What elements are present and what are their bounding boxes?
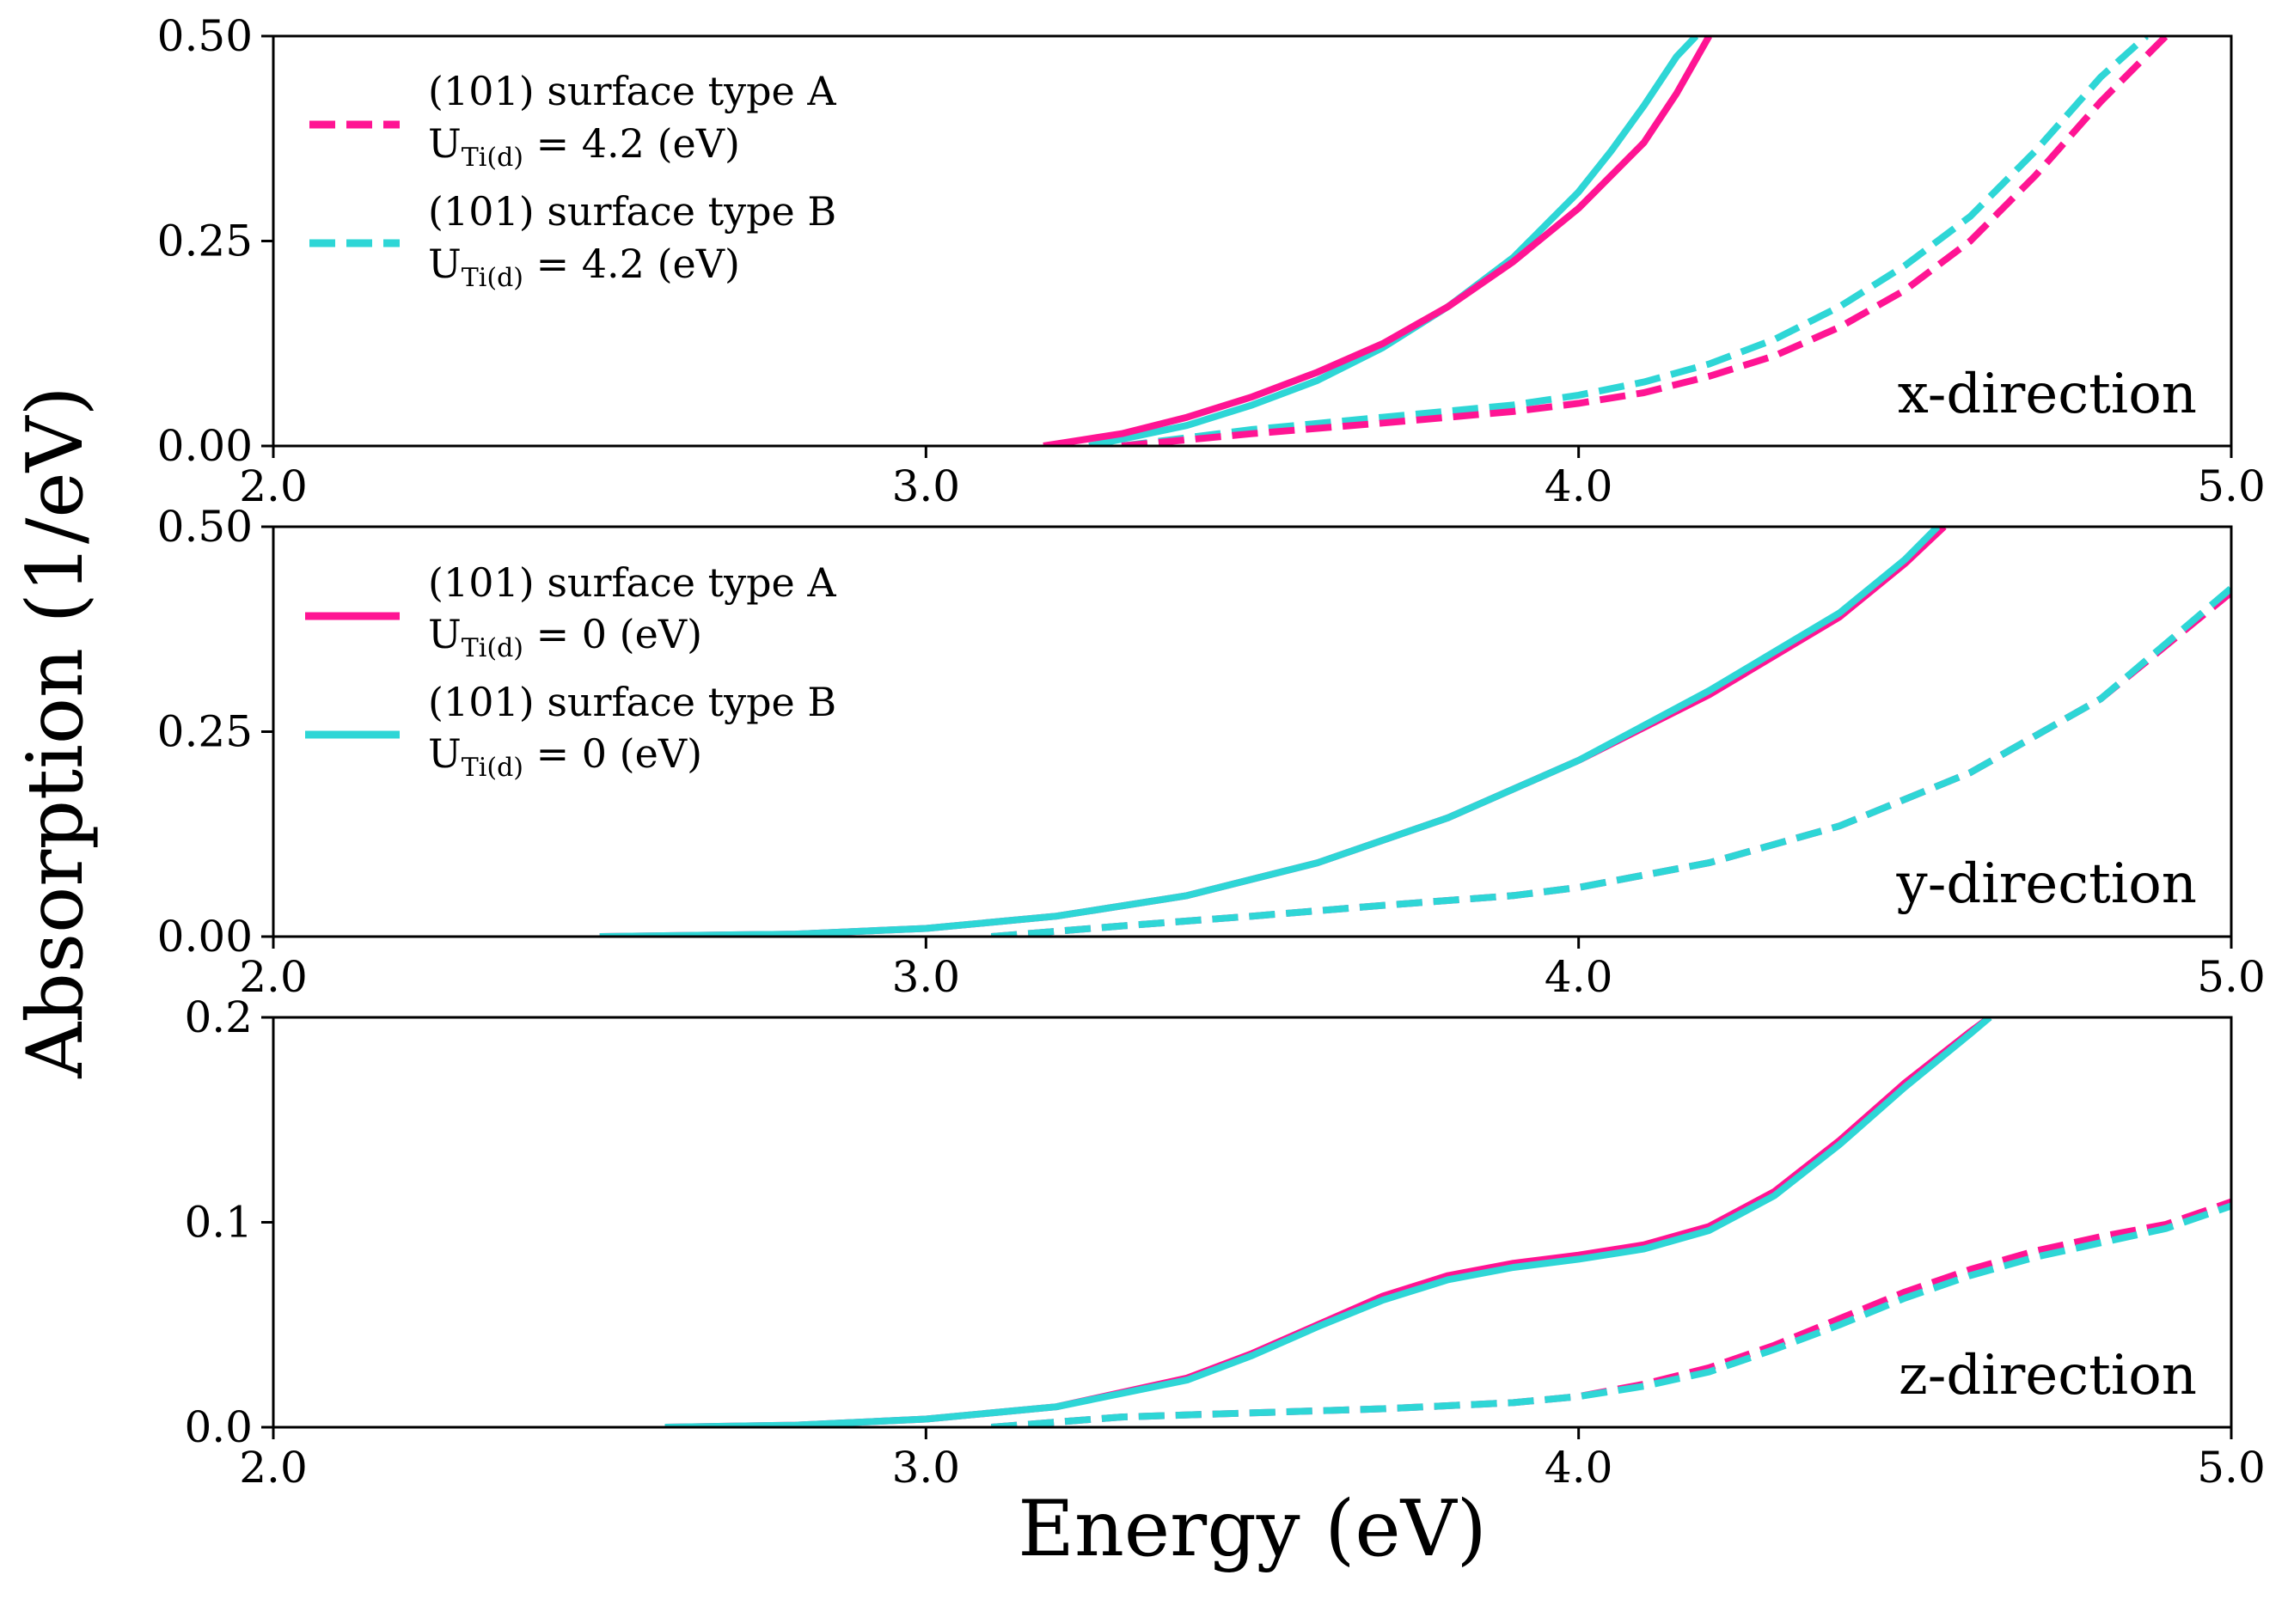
legend-label: (101) surface type B xyxy=(428,188,836,235)
series-line-b-u0-solid xyxy=(599,527,1941,937)
x-tick-label: 2.0 xyxy=(239,461,308,511)
legend-label: (101) surface type B xyxy=(428,679,836,725)
y-tick-label: 0.25 xyxy=(157,707,253,757)
y-tick-label: 0.0 xyxy=(184,1402,253,1452)
series-line-a-u4_2-dashed xyxy=(1121,36,2169,446)
legend-label: (101) surface type A xyxy=(428,559,836,606)
legend-sublabel: UTi(d) = 0 (eV) xyxy=(428,730,702,783)
series-line-a-u0-solid xyxy=(1043,36,1712,446)
y-tick-label: 0.2 xyxy=(184,992,253,1042)
panel-annotation: x-direction xyxy=(1898,363,2197,426)
y-axis-label: Absorption (1/eV) xyxy=(10,386,101,1078)
panel-annotation: y-direction xyxy=(1896,852,2197,916)
legend: (101) surface type A UTi(d) = 4.2 (eV) (… xyxy=(309,68,836,293)
y-tick-label: 0.00 xyxy=(157,912,253,962)
y-tick-label: 0.50 xyxy=(157,11,253,61)
y-tick-label: 0.1 xyxy=(184,1198,253,1248)
x-tick-label: 3.0 xyxy=(892,1443,961,1493)
legend-label: (101) surface type A xyxy=(428,68,836,114)
panel-y-direction: 2.0 3.0 4.0 5.0 0.00 0.25 0.50 y-direction (10… xyxy=(157,502,2266,1002)
x-tick-label: 4.0 xyxy=(1545,952,1613,1002)
x-axis-label: Energy (eV) xyxy=(1018,1484,1487,1574)
panel-x-direction: 2.0 3.0 4.0 5.0 0.00 0.25 0.50 x-direction (10… xyxy=(157,11,2266,511)
x-tick-label: 2.0 xyxy=(239,952,308,1002)
y-tick-label: 0.25 xyxy=(157,217,253,266)
legend-sublabel: UTi(d) = 0 (eV) xyxy=(428,611,702,663)
legend-sublabel: UTi(d) = 4.2 (eV) xyxy=(428,241,740,293)
legend-sublabel: UTi(d) = 4.2 (eV) xyxy=(428,120,740,173)
x-tick-label: 3.0 xyxy=(892,461,961,511)
x-tick-label: 5.0 xyxy=(2197,461,2266,511)
series-line-b-u4_2-dashed xyxy=(990,585,2231,937)
panel-annotation: z-direction xyxy=(1899,1344,2197,1407)
series-line-b-u0-solid xyxy=(664,1017,1992,1427)
series-line-b-u4_2-dashed xyxy=(1121,36,2149,446)
x-tick-label: 4.0 xyxy=(1545,461,1613,511)
x-tick-label: 5.0 xyxy=(2197,952,2266,1002)
y-tick-label: 0.00 xyxy=(157,421,253,471)
series-line-b-u4_2-dashed xyxy=(990,1202,2231,1427)
y-tick-label: 0.50 xyxy=(157,502,253,552)
panel-z-direction: 2.0 3.0 4.0 5.0 0.0 0.1 0.2 z-direction xyxy=(184,992,2265,1493)
legend: (101) surface type A UTi(d) = 0 (eV) (10… xyxy=(305,559,836,783)
x-tick-label: 5.0 xyxy=(2197,1443,2266,1493)
x-tick-label: 3.0 xyxy=(892,952,961,1002)
x-tick-label: 4.0 xyxy=(1545,1443,1613,1493)
series-line-a-u4_2-dashed xyxy=(990,1198,2231,1427)
x-tick-label: 2.0 xyxy=(239,1443,308,1493)
